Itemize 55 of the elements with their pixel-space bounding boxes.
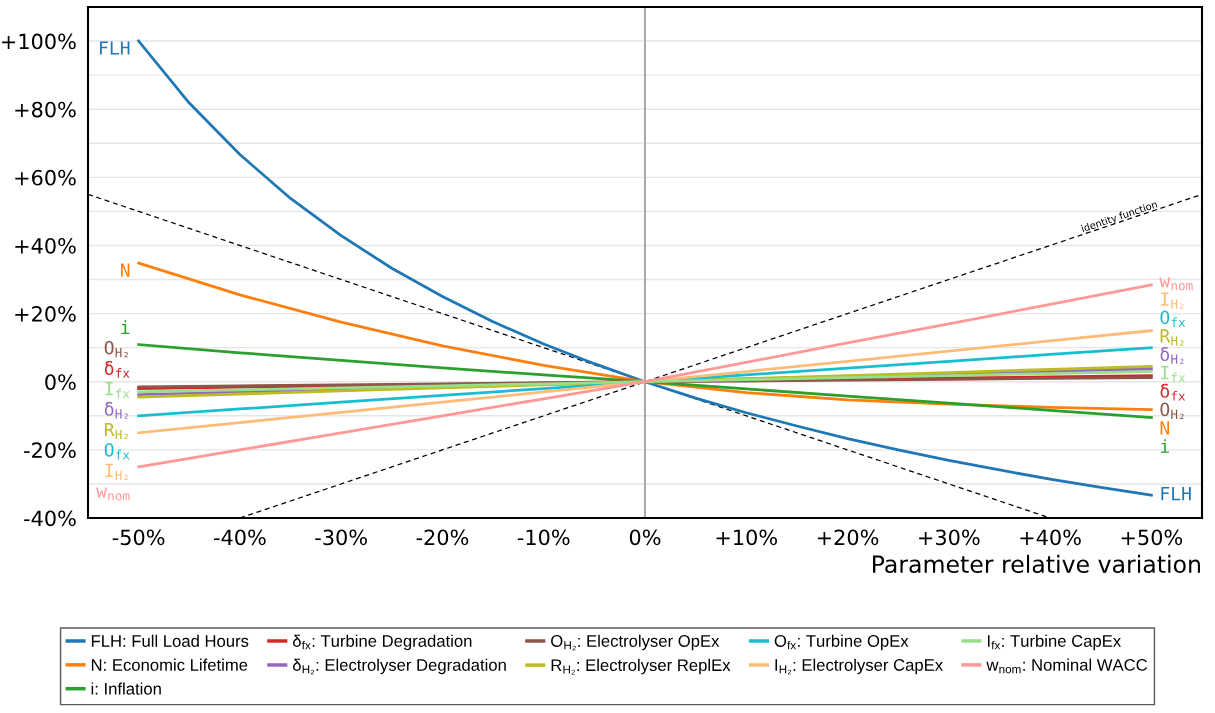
y-tick-label: -20%: [24, 442, 76, 459]
annotation: O$_{H₂}$: [104, 340, 128, 358]
annotation: i: [1160, 439, 1170, 453]
legend-label: δ$_{fx}$: Turbine Degradation: [292, 634, 472, 651]
legend-label: I$_{H₂}$: Electrolyser CapEx: [775, 658, 943, 675]
annotation: δ$_{H₂}$: [104, 401, 128, 419]
x-tick-label: +30%: [919, 529, 980, 546]
x-tick-label: -30%: [315, 529, 367, 546]
y-tick-label: +60%: [15, 169, 76, 186]
annotation: O$_{H₂}$: [1160, 402, 1184, 419]
legend-label: I$_{fx}$: Turbine CapEx: [987, 634, 1121, 651]
legend-label: i: Inflation: [91, 682, 161, 695]
legend-label: δ$_{H₂}$: Electrolyser Degradation: [292, 658, 506, 675]
annotation: δ$_{H₂}$: [1160, 346, 1184, 364]
y-tick-label: +80%: [15, 101, 76, 118]
annotation: I$_{H₂}$: [105, 463, 128, 480]
annotation: I$_{H₂}$: [1161, 292, 1184, 309]
line-series: [137, 283, 1153, 469]
y-tick-label: -40%: [24, 510, 76, 527]
x-axis-title: Parameter relative variation: [873, 554, 1200, 574]
legend-label: O$_{H₂}$: Electrolyser OpEx: [551, 634, 720, 651]
annotation: R$_{H₂}$: [104, 422, 128, 440]
annotation: R$_{H₂}$: [1160, 329, 1184, 346]
x-tick-label: +50%: [1121, 529, 1183, 546]
y-tick-label: +100%: [2, 33, 76, 50]
annotation: w$_{nom}$: [1159, 277, 1193, 291]
x-tick-label: -50%: [112, 529, 165, 546]
annotation: FLH: [100, 41, 130, 55]
annotation: N: [1160, 421, 1170, 435]
line-series: [137, 329, 1153, 435]
x-tick-label: -10%: [517, 529, 570, 546]
legend-label: FLH: Full Load Hours: [91, 634, 249, 647]
annotation: I$_{fx}$: [105, 382, 130, 399]
x-tick-label: 0%: [629, 529, 661, 546]
annotation: δ$_{fx}$: [104, 360, 130, 378]
y-tick-label: +40%: [15, 237, 76, 254]
annotation: O$_{fx}$: [1160, 310, 1186, 327]
legend-label: w$_{nom}$: Nominal WACC: [986, 658, 1148, 674]
annotation: w$_{nom}$: [96, 487, 130, 501]
legend-label: O$_{fx}$: Turbine OpEx: [774, 634, 909, 651]
x-tick-label: -20%: [416, 529, 469, 546]
annotation: FLH: [1161, 487, 1191, 501]
annotation: I$_{fx}$: [1161, 366, 1186, 383]
legend-label: N: Economic Lifetime: [91, 658, 248, 671]
annotation: δ$_{fx}$: [1160, 383, 1186, 401]
annotation: O$_{fx}$: [104, 443, 130, 460]
y-tick-label: 0%: [45, 374, 76, 390]
x-tick-label: +20%: [817, 529, 879, 546]
x-tick-label: +40%: [1020, 529, 1081, 546]
y-tick-label: +20%: [15, 306, 76, 322]
annotation: i: [121, 320, 130, 334]
annotation: N: [120, 263, 130, 277]
x-tick-label: +10%: [716, 529, 777, 546]
legend-label: R$_{H₂}$: Electrolyser ReplEx: [551, 658, 731, 675]
x-tick-label: -40%: [214, 529, 266, 546]
